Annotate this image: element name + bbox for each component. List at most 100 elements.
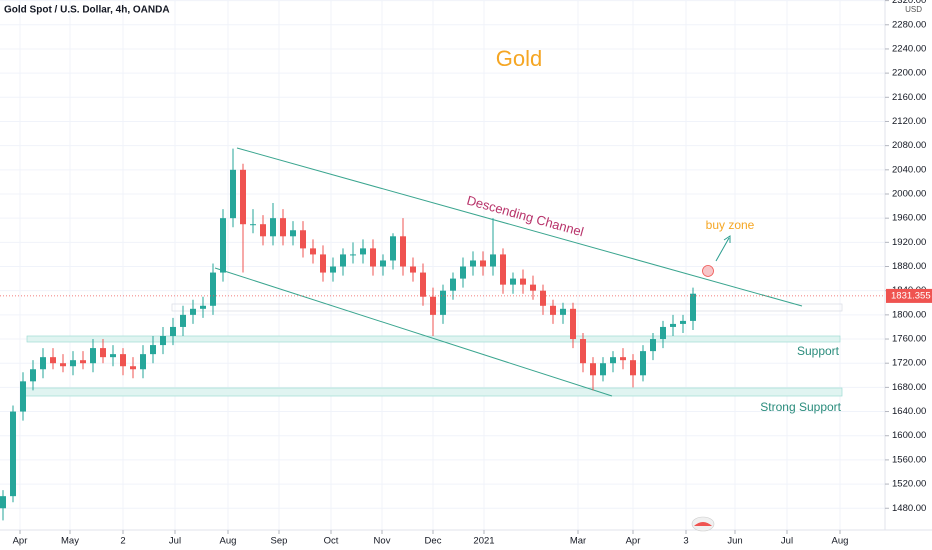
candle-body (300, 230, 306, 249)
y-tick-label: 2160.00 (892, 92, 926, 103)
candle-body (560, 308, 566, 315)
candle-body (650, 339, 656, 352)
candle-body (690, 293, 696, 321)
heading: Gold (496, 46, 542, 71)
x-tick-label: Dec (425, 536, 442, 547)
y-tick-label: 1720.00 (892, 358, 926, 369)
candle-body (30, 369, 36, 382)
candle-body (440, 290, 446, 315)
candles (0, 148, 696, 521)
candle-body (50, 357, 56, 364)
candle-body (490, 254, 496, 267)
candle-body (570, 308, 576, 340)
candle-body (250, 224, 256, 226)
buy-zone-label: buy zone (706, 218, 755, 232)
candle-body (80, 360, 86, 364)
candle-body (60, 363, 66, 367)
x-tick-label: 2 (120, 536, 125, 547)
x-tick-label: 2021 (473, 536, 494, 547)
candle-body (610, 357, 616, 364)
x-tick-label: Sep (271, 536, 288, 547)
candle-body (340, 254, 346, 267)
candle-body (620, 357, 626, 361)
candle-body (500, 254, 506, 285)
x-tick-label: Oct (324, 536, 339, 547)
x-tick-label: Jun (727, 536, 742, 547)
last-price-label: 1831.355 (891, 290, 931, 301)
candle-body (280, 218, 286, 237)
y-tick-label: 1680.00 (892, 382, 926, 393)
candle-body (430, 296, 436, 315)
candle-body (460, 266, 466, 279)
candle-body (400, 236, 406, 267)
candle-body (160, 336, 166, 346)
candle-body (110, 354, 116, 358)
y-tick-label: 2080.00 (892, 140, 926, 151)
x-tick-label: Aug (220, 536, 237, 547)
y-tick-label: 2320.00 (892, 0, 926, 6)
candle-body (230, 169, 236, 219)
x-tick-label: Apr (626, 536, 641, 547)
y-tick-label: 1880.00 (892, 261, 926, 272)
candle-body (470, 260, 476, 267)
candle-body (370, 248, 376, 267)
x-tick-label: Mar (570, 536, 586, 547)
candle-body (540, 290, 546, 306)
y-tick-label: 1920.00 (892, 237, 926, 248)
candle-body (200, 305, 206, 309)
strong-support-label: Strong Support (760, 400, 841, 414)
candle-body (520, 278, 526, 285)
y-tick-label: 1760.00 (892, 334, 926, 345)
candle-body (590, 363, 596, 376)
candle-body (550, 305, 556, 315)
candle-body (70, 360, 76, 367)
candle-body (100, 348, 106, 358)
strong-support-zone (24, 387, 843, 397)
y-tick-label: 1560.00 (892, 454, 926, 465)
candle-body (170, 326, 176, 337)
candle-body (240, 169, 246, 225)
y-tick-label: 2200.00 (892, 68, 926, 79)
candle-body (10, 411, 16, 497)
candle-body (180, 314, 186, 327)
candle-body (360, 248, 366, 255)
candle-body (220, 218, 226, 273)
y-tick-label: 2040.00 (892, 164, 926, 175)
candle-body (380, 260, 386, 267)
candle-body (580, 339, 586, 364)
y-tick-label: 2120.00 (892, 116, 926, 127)
candle-body (330, 266, 336, 273)
candle-body (600, 363, 606, 376)
candle-body (660, 326, 666, 340)
candle-body (270, 218, 276, 237)
logo (691, 516, 715, 532)
candle-body (510, 278, 516, 285)
x-tick-label: Apr (13, 536, 28, 547)
candle-body (350, 254, 356, 256)
candle-body (680, 320, 686, 324)
candle-body (450, 278, 456, 291)
candle-body (130, 366, 136, 370)
candle-body (150, 345, 156, 355)
candle-body (210, 272, 216, 306)
x-tick-label: Jul (169, 536, 181, 547)
candle-body (290, 230, 296, 237)
buy-arrow-head (723, 235, 731, 243)
candle-body (390, 236, 396, 261)
y-tick-label: 2280.00 (892, 19, 926, 30)
candle-body (630, 360, 636, 376)
y-tick-label: 1640.00 (892, 406, 926, 417)
x-tick-label: Jul (781, 536, 793, 547)
y-tick-label: 1480.00 (892, 503, 926, 514)
candle-body (320, 254, 326, 273)
candle-body (670, 323, 676, 327)
support-zone (26, 335, 841, 343)
candle-body (190, 308, 196, 315)
candle-body (0, 496, 6, 509)
y-tick-label: 1800.00 (892, 309, 926, 320)
candle-body (20, 381, 26, 412)
channel-upper (236, 147, 803, 307)
y-tick-label: 2000.00 (892, 189, 926, 200)
buy-zone-marker (702, 265, 714, 277)
